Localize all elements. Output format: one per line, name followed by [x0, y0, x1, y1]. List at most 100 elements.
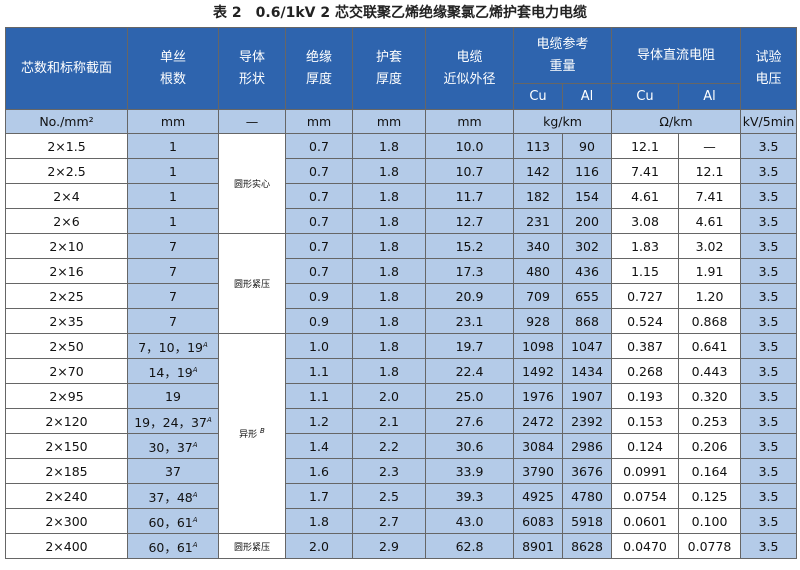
- outer-diameter-cell: 17.3: [425, 258, 514, 284]
- header-res-al: Al: [678, 83, 742, 110]
- insulation-cell: 0.7: [285, 233, 353, 259]
- resistance-al-cell: 0.641: [678, 333, 742, 359]
- sheath-cell: 1.8: [352, 233, 426, 259]
- header-shape: 导体 形状: [218, 27, 286, 110]
- section-cell: 2×240: [5, 483, 128, 509]
- outer-diameter-cell: 19.7: [425, 333, 514, 359]
- wire-footnote-mark: A: [202, 340, 208, 349]
- wire-count-cell: 37: [127, 458, 219, 484]
- conductor-shape-cell: 圆形紧压: [218, 233, 286, 334]
- weight-al-cell: 4780: [561, 483, 613, 509]
- weight-al-cell: 5918: [561, 508, 613, 534]
- section-cell: 2×2.5: [5, 158, 128, 184]
- wire-count-cell: 1: [127, 133, 219, 159]
- cable-spec-table: 芯数和标称截面 单丝 根数 导体 形状 绝缘 厚度 护套 厚度 电缆 近似外径 电缆参考重…: [5, 27, 798, 559]
- insulation-cell: 1.4: [285, 433, 353, 459]
- weight-cu-cell: 6083: [513, 508, 563, 534]
- resistance-cu-cell: 12.1: [611, 133, 680, 159]
- sheath-cell: 2.1: [352, 408, 426, 434]
- sheath-cell: 1.8: [352, 333, 426, 359]
- header-wires: 单丝 根数: [127, 27, 219, 110]
- insulation-cell: 1.6: [285, 458, 353, 484]
- sheath-cell: 2.5: [352, 483, 426, 509]
- table-row: 2×120 19，24，37A 1.2 2.1 27.6 2472 2392 0.153 0.2…: [5, 408, 798, 434]
- insulation-cell: 1.7: [285, 483, 353, 509]
- sheath-cell: 2.3: [352, 458, 426, 484]
- weight-al-cell: 200: [561, 208, 613, 234]
- sheath-cell: 1.8: [352, 358, 426, 384]
- section-cell: 2×4: [5, 183, 128, 209]
- test-voltage-cell: 3.5: [740, 433, 798, 459]
- weight-cu-cell: 4925: [513, 483, 563, 509]
- section-cell: 2×300: [5, 508, 128, 534]
- weight-al-cell: 154: [561, 183, 613, 209]
- resistance-al-cell: 0.0778: [678, 533, 742, 559]
- table-row: 2×2.5 1 0.7 1.8 10.7 142 116 7.41 12.1 3.5: [5, 158, 798, 184]
- weight-al-cell: 3676: [561, 458, 613, 484]
- resistance-al-cell: 0.164: [678, 458, 742, 484]
- wire-count-cell: 19，24，37A: [127, 408, 219, 434]
- outer-diameter-cell: 30.6: [425, 433, 514, 459]
- section-cell: 2×6: [5, 208, 128, 234]
- insulation-cell: 1.0: [285, 333, 353, 359]
- weight-cu-cell: 1492: [513, 358, 563, 384]
- weight-cu-cell: 231: [513, 208, 563, 234]
- test-voltage-cell: 3.5: [740, 383, 798, 409]
- section-cell: 2×35: [5, 308, 128, 334]
- outer-diameter-cell: 23.1: [425, 308, 514, 334]
- insulation-cell: 2.0: [285, 533, 353, 559]
- table-row: 2×16 7 0.7 1.8 17.3 480 436 1.15 1.91 3.5: [5, 258, 798, 284]
- unit-sheath: mm: [352, 109, 426, 134]
- resistance-al-cell: 0.443: [678, 358, 742, 384]
- insulation-cell: 0.9: [285, 308, 353, 334]
- outer-diameter-cell: 43.0: [425, 508, 514, 534]
- test-voltage-cell: 3.5: [740, 258, 798, 284]
- outer-diameter-cell: 27.6: [425, 408, 514, 434]
- weight-al-cell: 2986: [561, 433, 613, 459]
- sheath-cell: 2.0: [352, 383, 426, 409]
- table-row: 2×35 7 0.9 1.8 23.1 928 868 0.524 0.868 3.5: [5, 308, 798, 334]
- wire-footnote-mark: A: [206, 415, 212, 424]
- resistance-al-cell: 3.02: [678, 233, 742, 259]
- test-voltage-cell: 3.5: [740, 533, 798, 559]
- insulation-cell: 1.1: [285, 358, 353, 384]
- test-voltage-cell: 3.5: [740, 183, 798, 209]
- weight-al-cell: 436: [561, 258, 613, 284]
- weight-al-cell: 1907: [561, 383, 613, 409]
- header-resistance: 导体直流电阻: [611, 27, 742, 84]
- weight-cu-cell: 113: [513, 133, 563, 159]
- table-row: 2×25 7 0.9 1.8 20.9 709 655 0.727 1.20 3.5: [5, 283, 798, 309]
- unit-weight: kg/km: [512, 109, 613, 134]
- section-cell: 2×50: [5, 333, 128, 359]
- header-sheath: 护套 厚度: [352, 27, 426, 110]
- resistance-al-cell: —: [678, 133, 742, 159]
- header-weight-al: Al: [561, 83, 613, 110]
- resistance-al-cell: 0.320: [678, 383, 742, 409]
- wire-count-cell: 7，10，19A: [127, 333, 219, 359]
- insulation-cell: 0.7: [285, 158, 353, 184]
- test-voltage-cell: 3.5: [740, 208, 798, 234]
- resistance-al-cell: 0.206: [678, 433, 742, 459]
- outer-diameter-cell: 20.9: [425, 283, 514, 309]
- wire-footnote-mark: A: [192, 540, 198, 549]
- resistance-cu-cell: 0.193: [611, 383, 680, 409]
- header-insulation: 绝缘 厚度: [285, 27, 353, 110]
- weight-al-cell: 90: [561, 133, 613, 159]
- resistance-cu-cell: 0.124: [611, 433, 680, 459]
- outer-diameter-cell: 33.9: [425, 458, 514, 484]
- sheath-cell: 1.8: [352, 283, 426, 309]
- resistance-cu-cell: 1.83: [611, 233, 680, 259]
- conductor-shape-cell: 圆形紧压: [218, 533, 286, 559]
- insulation-cell: 0.7: [285, 208, 353, 234]
- weight-al-cell: 2392: [561, 408, 613, 434]
- resistance-al-cell: 4.61: [678, 208, 742, 234]
- outer-diameter-cell: 10.7: [425, 158, 514, 184]
- resistance-cu-cell: 0.0470: [611, 533, 680, 559]
- resistance-cu-cell: 0.727: [611, 283, 680, 309]
- unit-outer-diameter: mm: [425, 109, 514, 134]
- insulation-cell: 0.9: [285, 283, 353, 309]
- weight-cu-cell: 8901: [513, 533, 563, 559]
- conductor-shape-cell: 异形 B: [218, 333, 286, 534]
- header-weight-cu: Cu: [513, 83, 563, 110]
- wire-count-cell: 7: [127, 283, 219, 309]
